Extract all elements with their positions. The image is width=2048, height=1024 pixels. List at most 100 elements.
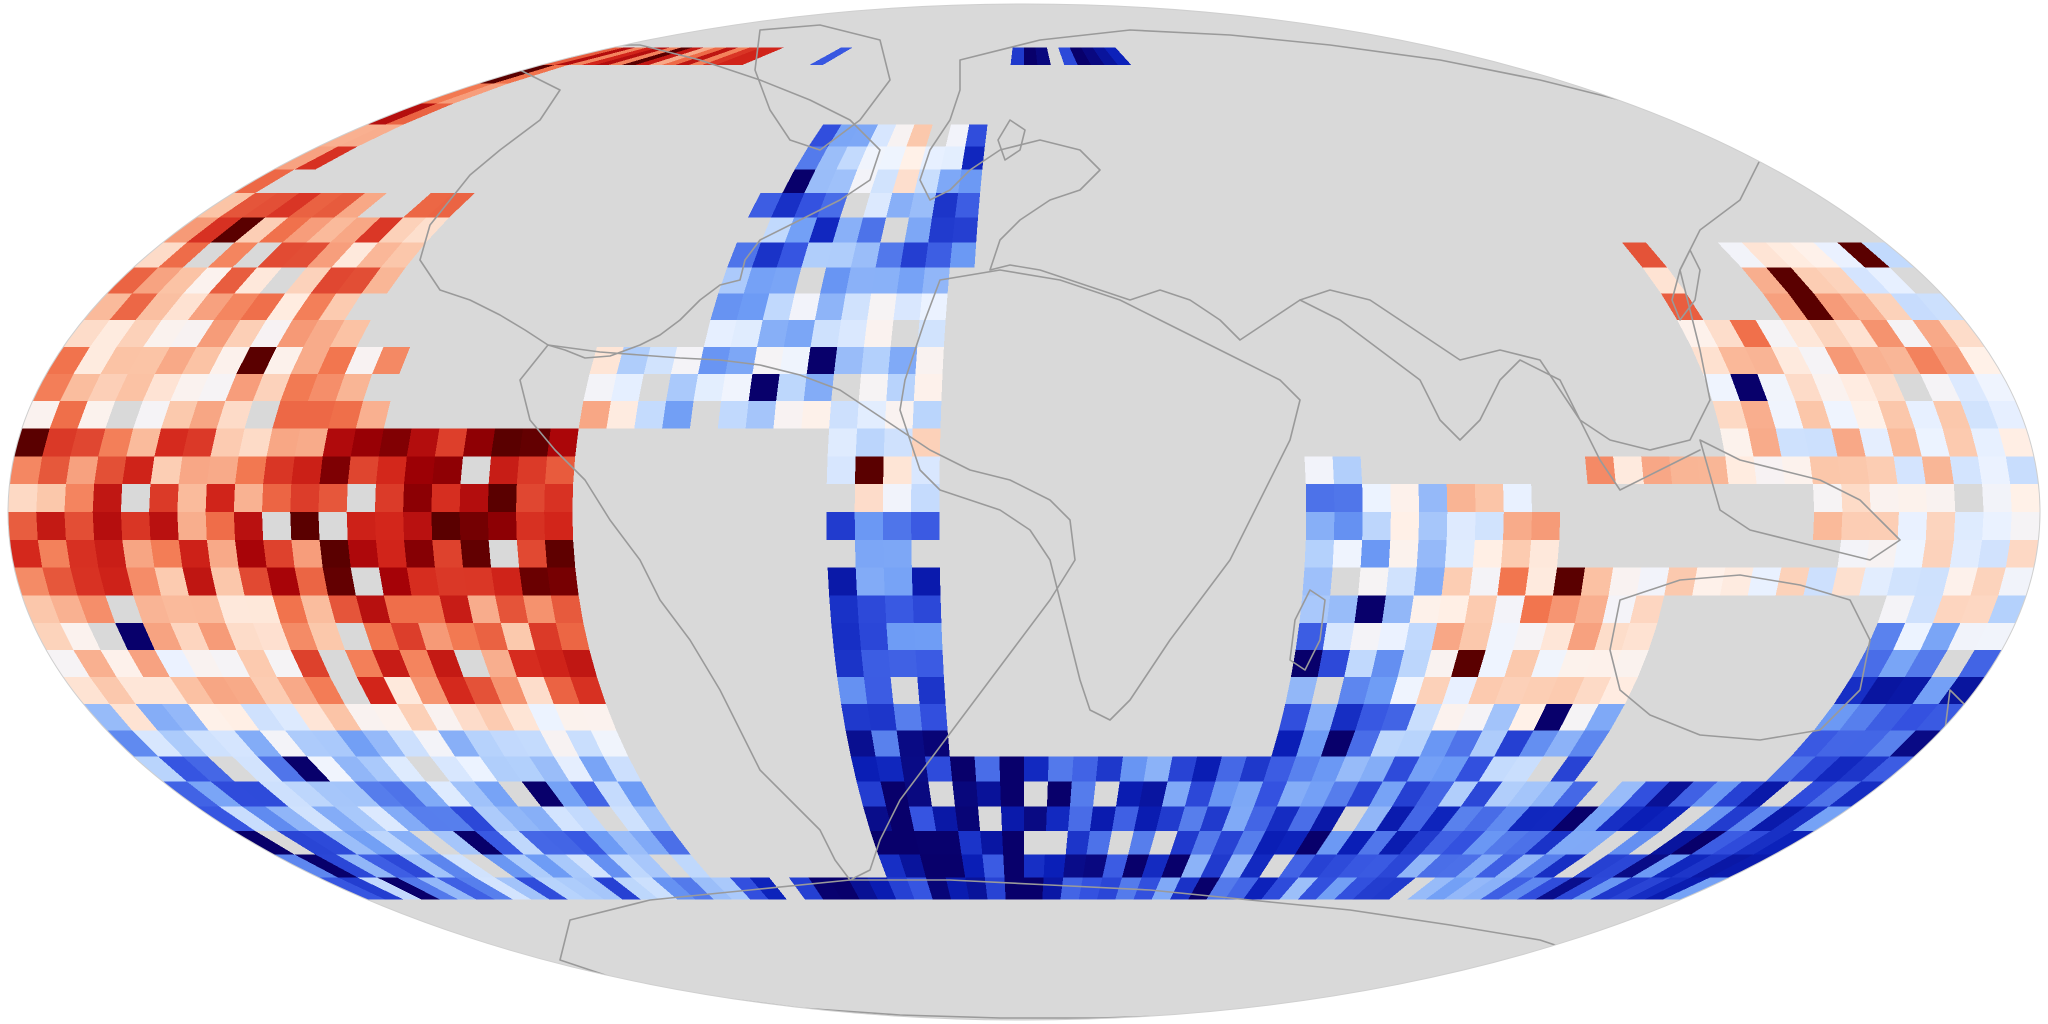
anomaly-cell [1552, 781, 1598, 807]
anomaly-cell [357, 877, 422, 900]
anomaly-cell [1304, 539, 1334, 568]
anomaly-cell [1713, 781, 1766, 807]
anomaly-cell [272, 595, 308, 623]
anomaly-cell [170, 677, 214, 704]
anomaly-cell [729, 877, 769, 900]
anomaly-cell [518, 806, 563, 831]
anomaly-cell [635, 47, 704, 65]
anomaly-cell [143, 677, 188, 704]
anomaly-cell [1406, 704, 1443, 731]
anomaly-cell [945, 124, 970, 147]
anomaly-cell [773, 401, 804, 429]
anomaly-cell [206, 456, 239, 485]
anomaly-cell [854, 484, 884, 512]
anomaly-cell [1514, 854, 1566, 878]
anomaly-cell [1184, 781, 1216, 807]
anomaly-cell [782, 169, 816, 194]
anomaly-cell [886, 622, 916, 651]
anomaly-cell [1253, 781, 1288, 807]
anomaly-cell [363, 622, 400, 651]
anomaly-cell [1890, 730, 1942, 757]
anomaly-cell [882, 484, 912, 512]
anomaly-cell [1230, 781, 1264, 807]
anomaly-cell [77, 401, 116, 429]
anomaly-cell [142, 622, 183, 651]
anomaly-cell [612, 877, 659, 900]
anomaly-cell [955, 806, 981, 831]
anomaly-cell [529, 756, 570, 782]
anomaly-cell [751, 242, 785, 268]
anomaly-cell [1677, 320, 1718, 347]
anomaly-cell [350, 428, 384, 457]
anomaly-cell [911, 456, 940, 485]
anomaly-cell [1420, 830, 1464, 855]
anomaly-cell [508, 650, 544, 678]
anomaly-cell [277, 830, 337, 855]
anomaly-cell [256, 242, 307, 268]
anomaly-cell [878, 146, 907, 170]
anomaly-cell [518, 830, 566, 855]
anomaly-cell [1261, 877, 1299, 900]
anomaly-cell [1573, 806, 1622, 831]
anomaly-cell [1407, 877, 1456, 900]
anomaly-cell [1595, 806, 1645, 831]
anomaly-cell [1741, 267, 1789, 294]
anomaly-cell [487, 512, 517, 540]
anomaly-cell [83, 293, 133, 320]
anomaly-cell [345, 346, 384, 374]
anomaly-cell [1691, 830, 1749, 855]
anomaly-cell [1299, 781, 1335, 807]
anomaly-cell [1789, 756, 1841, 782]
anomaly-cell [1797, 346, 1839, 374]
anomaly-cell [833, 650, 864, 678]
anomaly-cell [837, 320, 868, 347]
anomaly-cell [207, 242, 259, 268]
anomaly-cell [290, 484, 320, 512]
anomaly-cell [318, 293, 362, 320]
anomaly-cell [752, 346, 784, 374]
anomaly-cell [452, 830, 503, 855]
anomaly-cell [1409, 595, 1442, 623]
anomaly-cell [743, 267, 777, 294]
anomaly-cell [1371, 877, 1417, 900]
anomaly-cell [365, 830, 420, 855]
anomaly-cell [1781, 456, 1813, 485]
anomaly-cell [1531, 650, 1568, 678]
anomaly-cell [958, 830, 983, 855]
anomaly-cell [1782, 781, 1838, 807]
anomaly-cell [1567, 622, 1603, 651]
coastline-british-isles [997, 119, 1026, 161]
anomaly-cell [374, 512, 404, 540]
anomaly-cell [14, 428, 50, 457]
anomaly-cell [319, 456, 351, 485]
anomaly-cell [922, 267, 950, 294]
anomaly-cell [1404, 622, 1438, 651]
anomaly-cell [1161, 781, 1192, 807]
anomaly-cell [1828, 781, 1885, 807]
anomaly-cell [579, 704, 617, 731]
anomaly-cell [265, 193, 321, 218]
anomaly-cell [1865, 622, 1906, 651]
anomaly-cell [1914, 428, 1950, 457]
anomaly-cell [586, 854, 632, 878]
anomaly-cell [861, 346, 891, 374]
anomaly-cell [182, 567, 217, 596]
anomaly-cell [1813, 484, 1843, 512]
anomaly-cell [1353, 806, 1392, 831]
anomaly-cell [1482, 830, 1530, 855]
anomaly-cell [1705, 806, 1760, 831]
anomaly-cell [1533, 704, 1573, 731]
anomaly-cell [1720, 567, 1754, 596]
anomaly-cell [377, 854, 436, 878]
anomaly-cell [1998, 428, 2034, 457]
anomaly-cell [216, 595, 253, 623]
anomaly-cell [87, 373, 128, 402]
anomaly-cell [544, 512, 574, 540]
anomaly-cell [1519, 595, 1553, 623]
anomaly-cell [1177, 806, 1208, 831]
anomaly-cell [1497, 567, 1529, 596]
anomaly-cell [854, 456, 884, 485]
anomaly-cell [36, 484, 66, 512]
anomaly-cell [1317, 650, 1350, 678]
